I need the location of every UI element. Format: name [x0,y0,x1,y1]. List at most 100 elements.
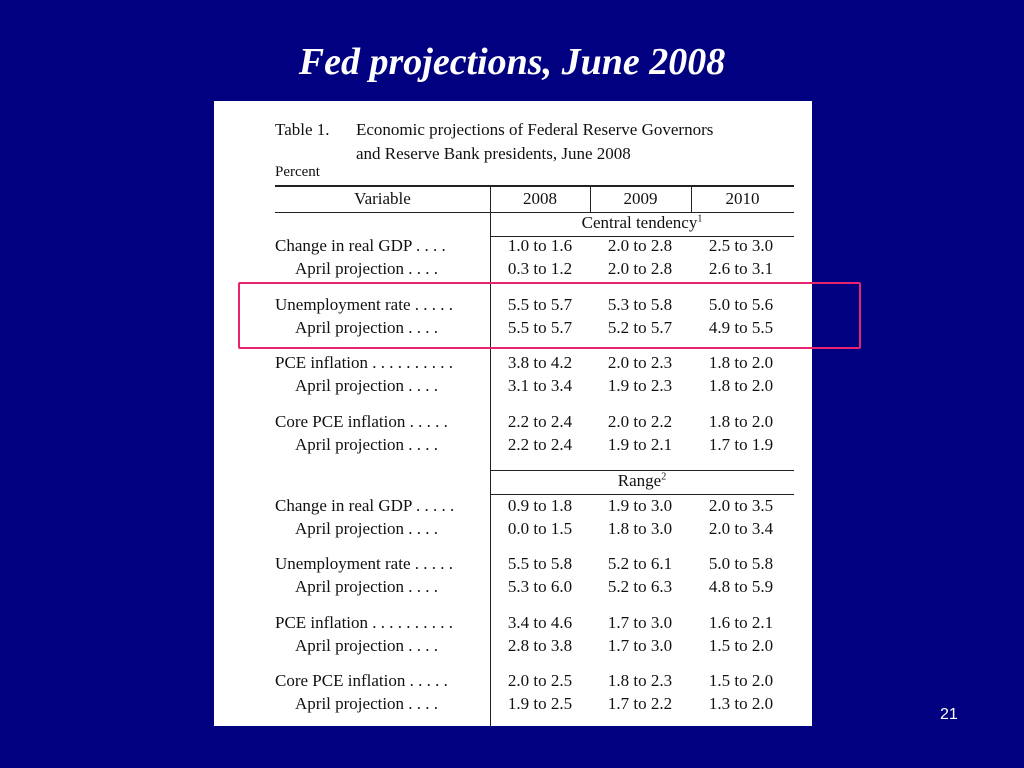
row-label: PCE inflation . . . . . . . . . . [275,353,454,372]
row-label: April projection . . . . [295,259,439,278]
cell-2008: 3.8 to 4.2 [507,353,573,372]
cell-2010: 2.0 to 3.5 [708,496,774,515]
row-label: PCE inflation . . . . . . . . . . [275,613,454,632]
caption-line-1: Economic projections of Federal Reserve … [356,120,714,139]
row-label: April projection . . . . [295,694,439,713]
table-row: Core PCE inflation . . . . . 2.0 to 2.5 … [275,671,794,695]
table-row: PCE inflation . . . . . . . . . . 3.4 to… [275,613,794,637]
footnote-marker: 2 [661,471,667,483]
cell-2010: 5.0 to 5.8 [708,554,774,573]
cell-2009: 5.2 to 5.7 [607,318,673,337]
cell-2008: 2.0 to 2.5 [507,671,573,690]
section-rule [490,236,794,237]
cell-2009: 1.9 to 2.1 [607,435,673,454]
cell-2008: 5.5 to 5.7 [507,318,573,337]
header-top-rule [275,185,794,187]
header-divider-2009 [590,186,591,212]
cell-2008: 5.3 to 6.0 [507,577,573,596]
section-rule [490,494,794,495]
cell-2009: 5.2 to 6.1 [607,554,673,573]
cell-2010: 1.3 to 2.0 [708,694,774,713]
table-row: April projection . . . . 5.3 to 6.0 5.2 … [275,577,794,601]
header-divider-2010 [691,186,692,212]
table-row: April projection . . . . 1.9 to 2.5 1.7 … [275,694,794,718]
cell-2009: 1.7 to 2.2 [607,694,673,713]
cell-2010: 1.6 to 2.1 [708,613,774,632]
table-row: April projection . . . . 3.1 to 3.4 1.9 … [275,376,794,400]
table-row: Unemployment rate . . . . . 5.5 to 5.7 5… [275,295,794,319]
table-row: April projection . . . . 5.5 to 5.7 5.2 … [275,318,794,342]
row-label: April projection . . . . [295,318,439,337]
header-bottom-rule [275,212,794,213]
table-row: Change in real GDP . . . . . 0.9 to 1.8 … [275,496,794,520]
table-row: April projection . . . . 2.8 to 3.8 1.7 … [275,636,794,660]
cell-2009: 2.0 to 2.8 [607,259,673,278]
cell-2009: 1.9 to 3.0 [607,496,673,515]
row-label: April projection . . . . [295,519,439,538]
cell-2010: 1.8 to 2.0 [708,412,774,431]
cell-2010: 1.7 to 1.9 [708,435,774,454]
footnote-marker: 1 [697,213,703,225]
row-label: Unemployment rate . . . . . [275,295,453,314]
cell-2009: 2.0 to 2.2 [607,412,673,431]
cell-2008: 5.5 to 5.8 [507,554,573,573]
section-title-text: Central tendency [581,213,698,232]
cell-2009: 1.8 to 2.3 [607,671,673,690]
unemployment-highlight-box [238,282,861,349]
cell-2010: 1.5 to 2.0 [708,636,774,655]
cell-2010: 2.5 to 3.0 [708,236,774,255]
row-label: April projection . . . . [295,376,439,395]
row-label: Core PCE inflation . . . . . [275,412,448,431]
cell-2009: 1.8 to 3.0 [607,519,673,538]
cell-2009: 5.2 to 6.3 [607,577,673,596]
page-number: 21 [940,706,958,723]
column-header-2010: 2010 [725,189,760,208]
section-rule [490,470,794,471]
column-header-variable: Variable [354,189,411,208]
table-row: PCE inflation . . . . . . . . . . 3.8 to… [275,353,794,377]
cell-2010: 2.6 to 3.1 [708,259,774,278]
row-label: Change in real GDP . . . . . [275,496,455,515]
section-title-central-tendency: Central tendency1 [490,213,794,233]
table-row: April projection . . . . 2.2 to 2.4 1.9 … [275,435,794,459]
cell-2010: 4.9 to 5.5 [708,318,774,337]
slide-title: Fed projections, June 2008 [298,41,726,83]
section-title-text: Range [617,471,662,490]
cell-2008: 1.9 to 2.5 [507,694,573,713]
row-label: April projection . . . . [295,636,439,655]
cell-2009: 2.0 to 2.8 [607,236,673,255]
cell-2009: 1.7 to 3.0 [607,613,673,632]
cell-2008: 3.1 to 3.4 [507,376,573,395]
caption-line-2: and Reserve Bank presidents, June 2008 [356,144,631,163]
row-label: Core PCE inflation . . . . . [275,671,448,690]
column-header-2008: 2008 [523,189,557,208]
unit-label: Percent [275,164,320,180]
cell-2008: 0.0 to 1.5 [507,519,573,538]
cell-2008: 0.3 to 1.2 [507,259,573,278]
cell-2008: 5.5 to 5.7 [507,295,573,314]
cell-2009: 1.9 to 2.3 [607,376,673,395]
table-caption: Table 1. Economic projections of Federal … [275,118,713,166]
table-image-panel: Table 1. Economic projections of Federal … [214,101,812,726]
cell-2008: 2.2 to 2.4 [507,435,573,454]
cell-2008: 0.9 to 1.8 [507,496,573,515]
cell-2010: 5.0 to 5.6 [708,295,774,314]
cell-2010: 1.8 to 2.0 [708,376,774,395]
cell-2009: 1.7 to 3.0 [607,636,673,655]
cell-2008: 2.8 to 3.8 [507,636,573,655]
column-header-2009: 2009 [623,189,658,208]
variable-column-divider [490,186,491,726]
table-row: Unemployment rate . . . . . 5.5 to 5.8 5… [275,554,794,578]
cell-2010: 1.8 to 2.0 [708,353,774,372]
cell-2010: 4.8 to 5.9 [708,577,774,596]
row-label: Change in real GDP . . . . [275,236,446,255]
row-label: April projection . . . . [295,435,439,454]
cell-2008: 3.4 to 4.6 [507,613,573,632]
table-row: April projection . . . . 0.3 to 1.2 2.0 … [275,259,794,283]
row-label: April projection . . . . [295,577,439,596]
cell-2009: 2.0 to 2.3 [607,353,673,372]
table-label: Table 1. [275,120,330,139]
cell-2008: 1.0 to 1.6 [507,236,573,255]
table-row: Core PCE inflation . . . . . 2.2 to 2.4 … [275,412,794,436]
cell-2008: 2.2 to 2.4 [507,412,573,431]
